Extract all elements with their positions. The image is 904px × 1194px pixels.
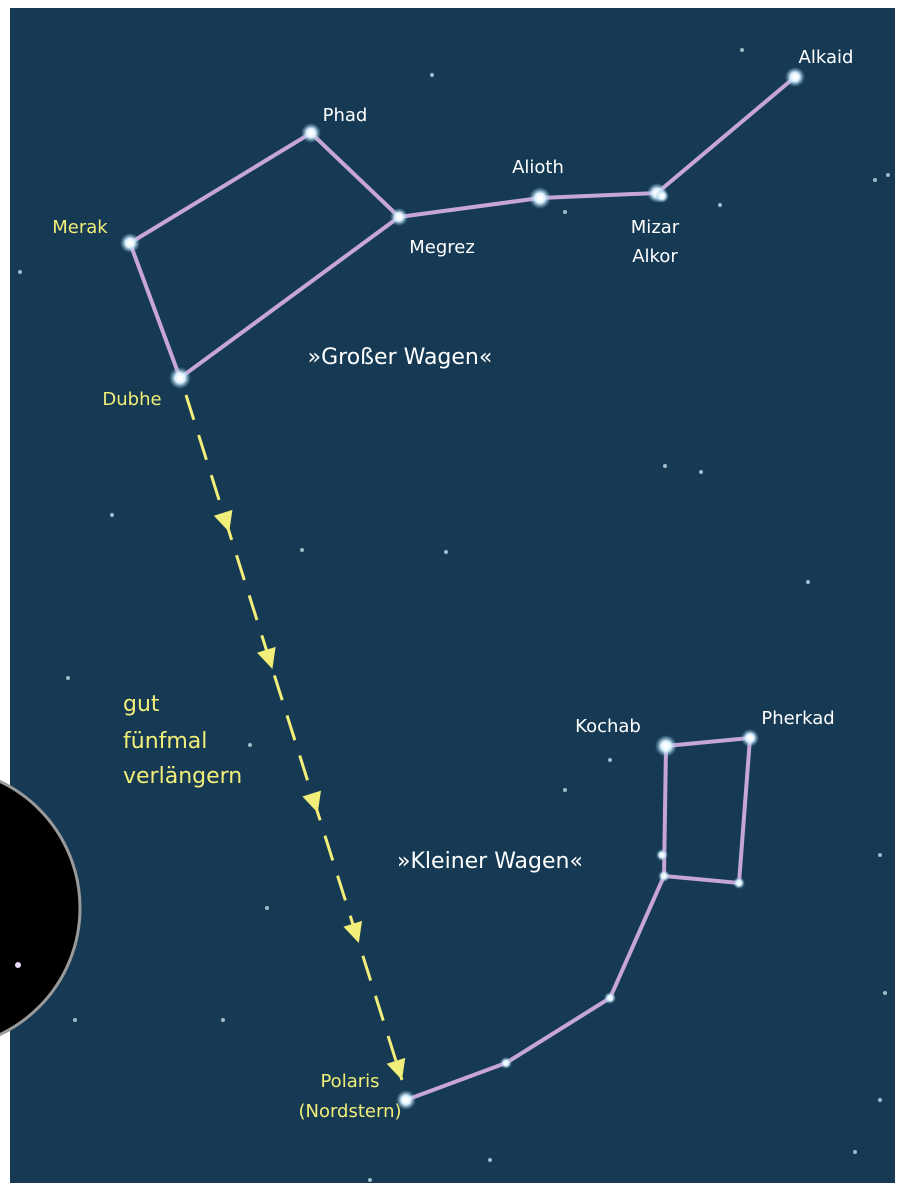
bg-star — [265, 906, 269, 910]
inset-star — [15, 962, 21, 968]
bg-star — [663, 464, 667, 468]
annotation-line: verlängern — [123, 764, 242, 789]
annotation-line: fünfmal — [123, 729, 207, 754]
bg-star — [806, 580, 810, 584]
minor-star — [656, 849, 668, 861]
bg-star — [886, 173, 890, 177]
sky-panel — [10, 8, 895, 1183]
bg-star — [110, 513, 114, 517]
bg-star — [873, 178, 877, 182]
annotation-line: gut — [123, 692, 160, 717]
bg-star — [66, 676, 70, 680]
star-core — [128, 241, 133, 246]
bg-star — [368, 1178, 372, 1182]
star-core — [309, 131, 314, 136]
star-label: Alkor — [632, 246, 678, 267]
star-label: Merak — [52, 217, 108, 238]
star-core — [748, 736, 752, 740]
star-core — [404, 1098, 409, 1103]
bg-star — [563, 210, 567, 214]
star-label: Kochab — [575, 716, 641, 737]
star-label: Mizar — [631, 217, 680, 238]
star-label: Alioth — [512, 157, 564, 178]
star-note: (Nordstern) — [298, 1101, 401, 1122]
star-core — [661, 195, 663, 197]
star-label: Dubhe — [102, 389, 161, 410]
bg-star — [248, 743, 252, 747]
minor-star — [733, 877, 745, 889]
star-label: Phad — [323, 105, 368, 126]
bg-star — [853, 1150, 857, 1154]
bg-star — [488, 1158, 492, 1162]
bg-star — [73, 1018, 77, 1022]
bg-star — [563, 788, 567, 792]
bg-star — [699, 470, 703, 474]
bg-star — [300, 548, 304, 552]
bg-star — [883, 991, 887, 995]
bg-star — [18, 270, 22, 274]
minor-star — [658, 870, 670, 882]
constellation-label: »Kleiner Wagen« — [397, 849, 583, 874]
star-chart: »Großer Wagen« »Kleiner Wagen« gut fünfm… — [0, 0, 904, 1194]
star-core — [397, 215, 401, 219]
star-core — [663, 743, 669, 749]
bg-star — [718, 203, 722, 207]
bg-star — [608, 758, 612, 762]
minor-star — [604, 992, 616, 1004]
star-core — [537, 195, 543, 201]
bg-star — [878, 853, 882, 857]
bg-star — [878, 1098, 882, 1102]
star-core — [793, 75, 798, 80]
constellation-label: »Großer Wagen« — [308, 345, 493, 370]
bg-star — [740, 48, 744, 52]
star-label: Alkaid — [799, 47, 854, 68]
bg-star — [221, 1018, 225, 1022]
minor-star — [500, 1057, 512, 1069]
bg-star — [444, 550, 448, 554]
star-core — [177, 375, 183, 381]
bg-star — [430, 73, 434, 77]
star-label: Megrez — [409, 237, 475, 258]
star-label: Polaris — [320, 1071, 379, 1092]
star-label: Pherkad — [761, 708, 834, 729]
